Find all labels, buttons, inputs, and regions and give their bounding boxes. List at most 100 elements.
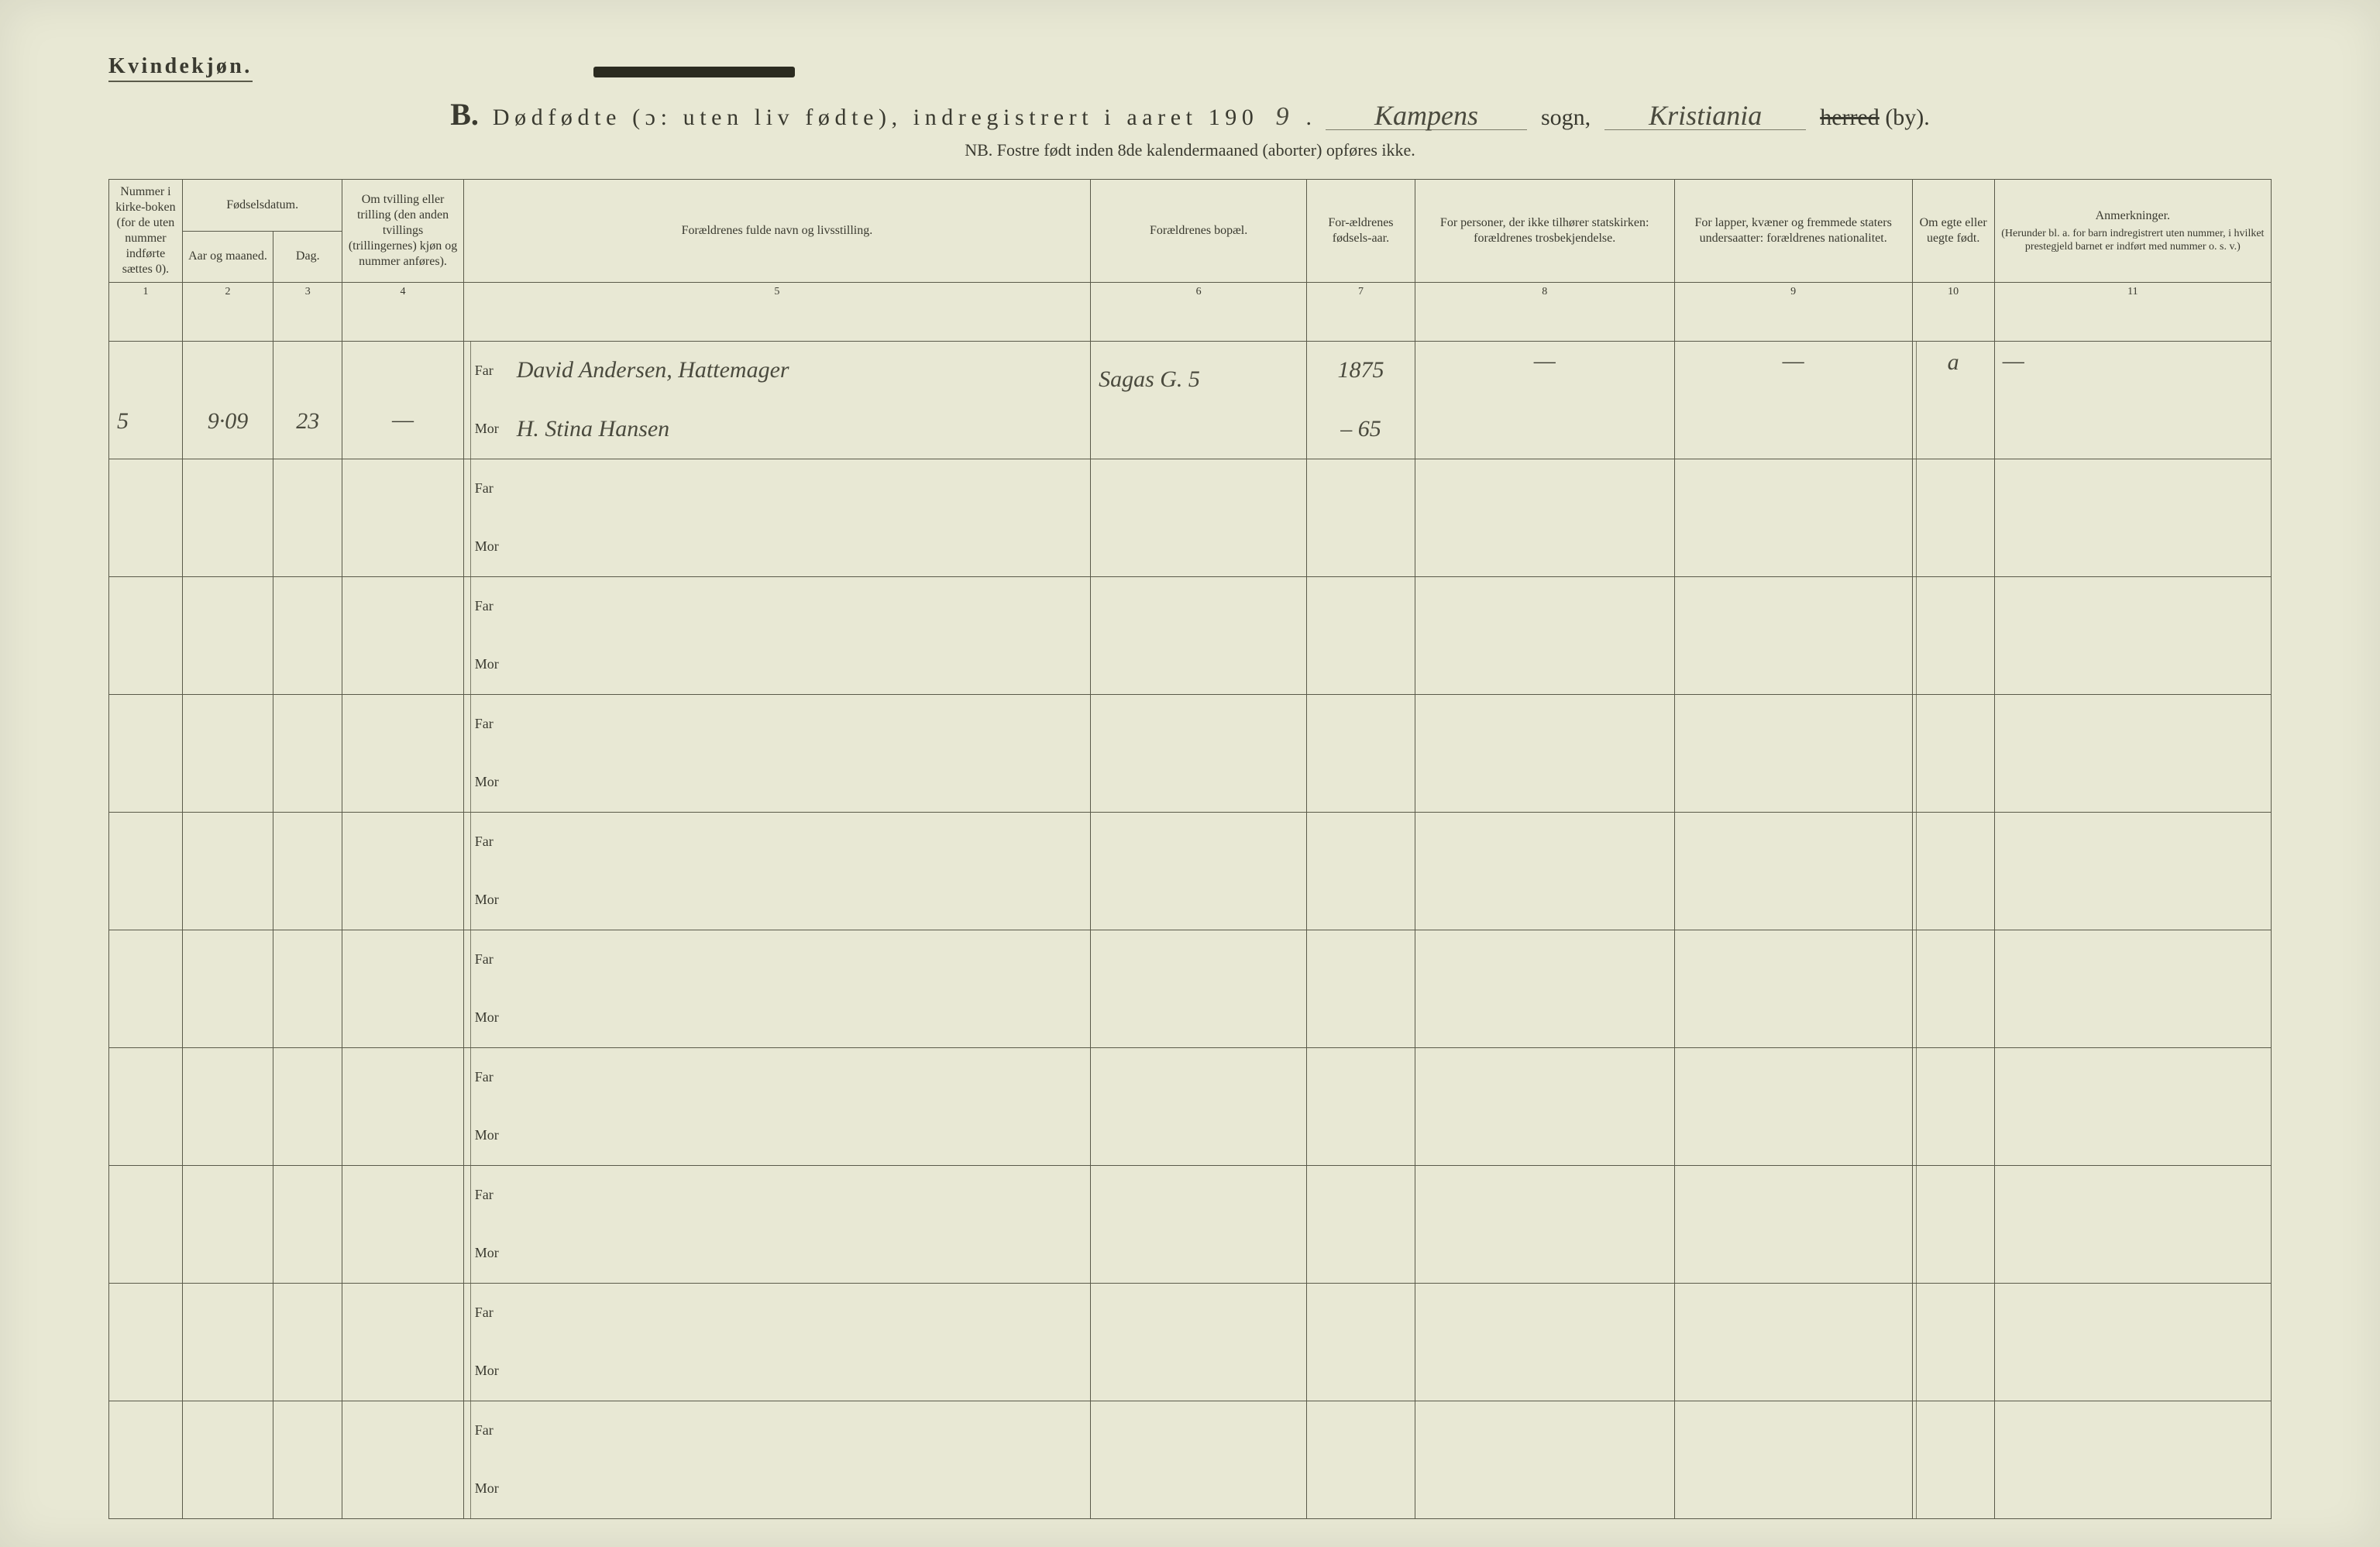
cn-3: 3 — [273, 283, 342, 342]
cell-dag — [273, 930, 342, 1048]
cell-anm — [1994, 577, 2271, 695]
val-num: 5 — [109, 342, 182, 442]
cell-parents: FarMor — [463, 1166, 1090, 1284]
title-period: . — [1306, 105, 1312, 131]
cell-parents: FarMor — [463, 813, 1090, 930]
register-sheet: Kvindekjøn. B. Dødfødte (ɔ: uten liv fød… — [0, 0, 2380, 1547]
cell-twin — [342, 459, 463, 577]
cell-egte — [1912, 577, 1994, 695]
cell-tros — [1415, 459, 1674, 577]
herred-label: herred (by). — [1820, 105, 1930, 131]
cell-egte: a — [1912, 342, 1994, 459]
cell-parents: Far David Andersen, Hattemager Mor H. St… — [463, 342, 1090, 459]
cell-parents: FarMor — [463, 930, 1090, 1048]
cell-birthyr — [1307, 1284, 1415, 1401]
cell-tros — [1415, 1284, 1674, 1401]
mor-tag: Mor — [475, 538, 506, 555]
h-num: Nummer i kirke-boken (for de uten nummer… — [109, 180, 183, 283]
cell-aar — [182, 1166, 273, 1284]
cell-parents: FarMor — [463, 1048, 1090, 1166]
mor-tag: Mor — [475, 774, 506, 790]
h-twin: Om tvilling eller trilling (den anden tv… — [342, 180, 463, 283]
cell-birthyr — [1307, 1401, 1415, 1519]
val-egte: a — [1913, 342, 1994, 383]
cell-egte — [1912, 930, 1994, 1048]
cell-tros — [1415, 930, 1674, 1048]
cell-dag — [273, 1284, 342, 1401]
cell-num — [109, 1048, 183, 1166]
cell-parents: FarMor — [463, 1401, 1090, 1519]
cell-birthyr — [1307, 695, 1415, 813]
cn-10: 10 — [1912, 283, 1994, 342]
cell-egte — [1912, 1166, 1994, 1284]
far-tag: Far — [475, 363, 506, 379]
cell-nat — [1674, 1048, 1912, 1166]
tick-mark — [470, 1284, 471, 1401]
year-suffix: 9 — [1273, 102, 1292, 132]
cell-birthyr — [1307, 577, 1415, 695]
cell-tros — [1415, 577, 1674, 695]
tick-mark — [1916, 1166, 1917, 1283]
tick-mark — [1916, 459, 1917, 576]
cell-egte — [1912, 1048, 1994, 1166]
h-anm: Anmerkninger. (Herunder bl. a. for barn … — [1994, 180, 2271, 283]
cn-4: 4 — [342, 283, 463, 342]
cell-nat — [1674, 1401, 1912, 1519]
tick-mark — [470, 1048, 471, 1165]
cell-egte — [1912, 813, 1994, 930]
mor-name: H. Stina Hansen — [517, 416, 670, 442]
tick-mark — [470, 1166, 471, 1283]
val-mor-aar: – 65 — [1340, 416, 1381, 442]
cell-nat — [1674, 695, 1912, 813]
far-tag: Far — [475, 1305, 506, 1321]
blank-row: FarMor — [109, 930, 2272, 1048]
val-twin: — — [342, 342, 463, 441]
cell-birthyr — [1307, 930, 1415, 1048]
cell-dag — [273, 459, 342, 577]
cell-twin — [342, 813, 463, 930]
mor-tag: Mor — [475, 421, 506, 437]
tick-mark — [1916, 1401, 1917, 1518]
cell-tros: — — [1415, 342, 1674, 459]
cell-parents: FarMor — [463, 459, 1090, 577]
cell-nat — [1674, 1284, 1912, 1401]
tick-mark — [1916, 342, 1917, 459]
cell-bopael — [1091, 930, 1307, 1048]
cn-6: 6 — [1091, 283, 1307, 342]
cn-9: 9 — [1674, 283, 1912, 342]
register-table: Nummer i kirke-boken (for de uten nummer… — [108, 179, 2272, 1519]
cell-tros — [1415, 1048, 1674, 1166]
cell-twin — [342, 930, 463, 1048]
blank-row: FarMor — [109, 1166, 2272, 1284]
cell-anm — [1994, 1166, 2271, 1284]
table-body: 5 9·09 23 — Far David Andersen, Hattemag… — [109, 342, 2272, 1519]
tick-mark — [470, 695, 471, 812]
cell-birthyr — [1307, 813, 1415, 930]
cell-aar — [182, 1284, 273, 1401]
h-anm-main: Anmerkninger. — [2000, 208, 2266, 224]
val-far-aar: 1875 — [1337, 357, 1384, 383]
far-tag: Far — [475, 1069, 506, 1085]
cell-egte — [1912, 695, 1994, 813]
cell-nat — [1674, 1166, 1912, 1284]
cell-bopael — [1091, 459, 1307, 577]
cell-num — [109, 930, 183, 1048]
cell-anm: — — [1994, 342, 2271, 459]
far-line: Far David Andersen, Hattemager — [464, 342, 1090, 401]
cell-tros — [1415, 695, 1674, 813]
val-anm: — — [1995, 342, 2271, 382]
tick-mark — [470, 813, 471, 930]
far-tag: Far — [475, 1187, 506, 1203]
blank-row: FarMor — [109, 1401, 2272, 1519]
cell-bopael — [1091, 1166, 1307, 1284]
mor-tag: Mor — [475, 1363, 506, 1379]
cell-aar: 9·09 — [182, 342, 273, 459]
tick-mark — [470, 459, 471, 576]
tick-mark — [470, 1401, 471, 1518]
h-date: Fødselsdatum. — [182, 180, 342, 232]
cell-twin — [342, 1284, 463, 1401]
title-letter: B. — [450, 96, 479, 132]
cell-egte — [1912, 1401, 1994, 1519]
cell-parents: FarMor — [463, 577, 1090, 695]
herred-tail: (by). — [1880, 105, 1930, 130]
